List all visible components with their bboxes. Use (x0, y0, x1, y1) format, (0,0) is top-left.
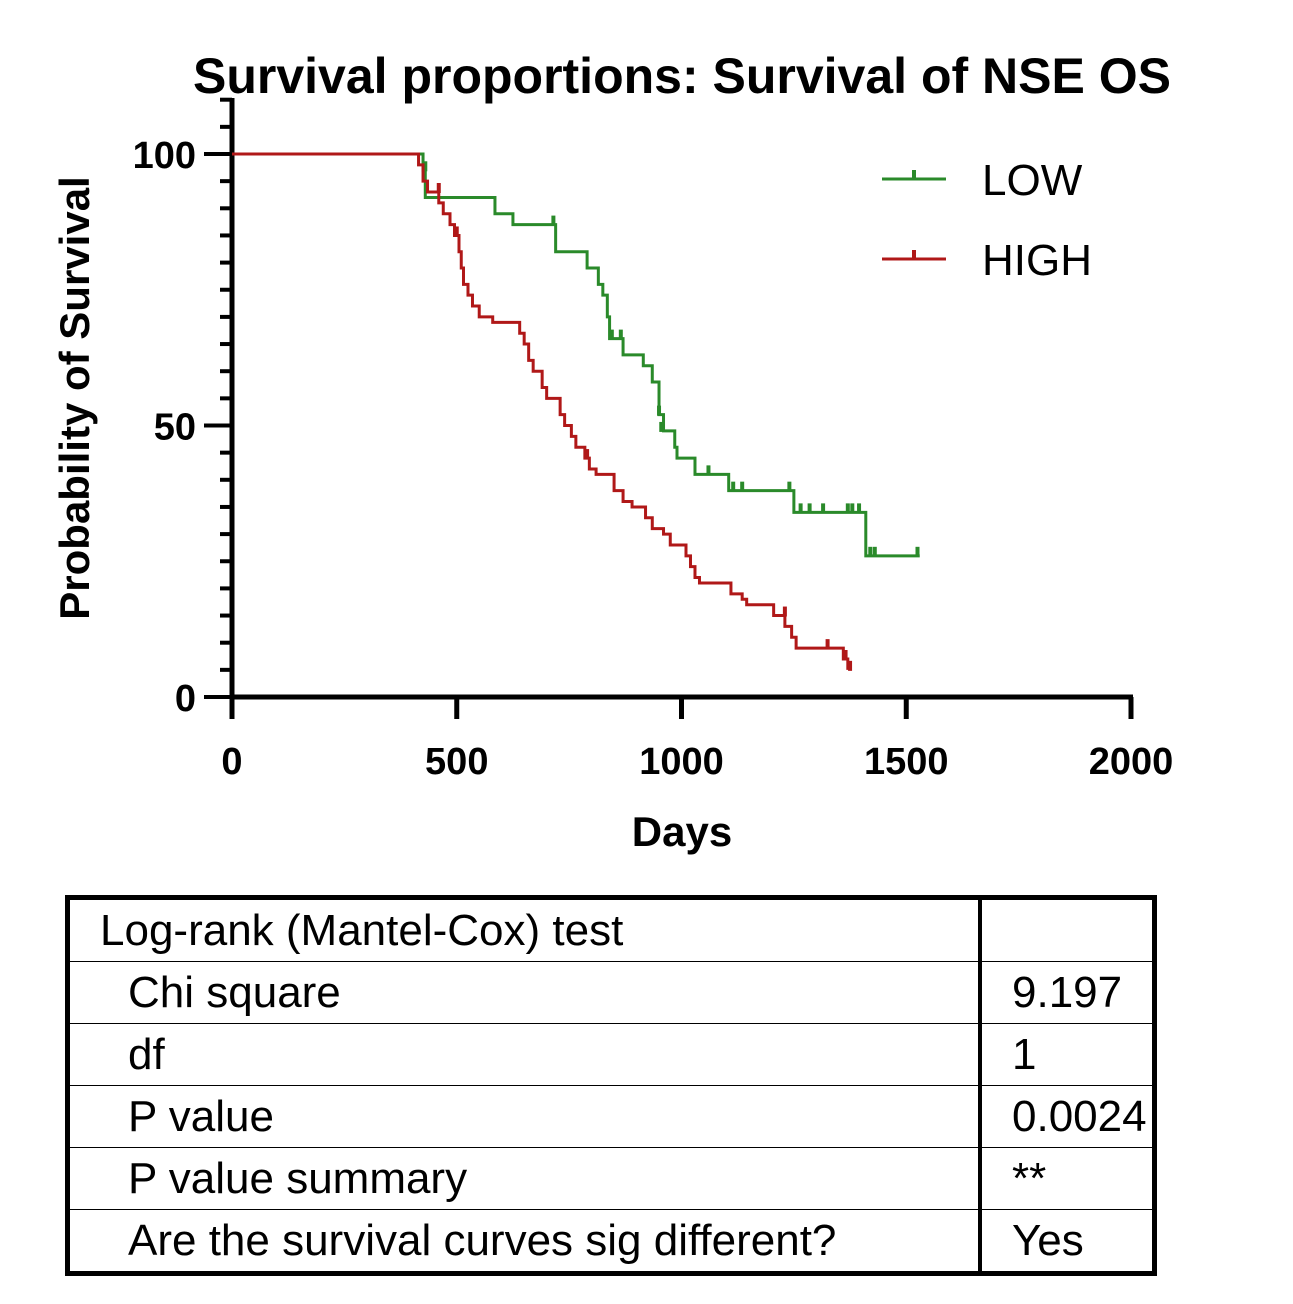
table-row-value: 9.197 (980, 961, 1155, 1024)
y-tick-label: 100 (133, 135, 196, 177)
survival-curve-low (232, 152, 920, 558)
survival-chart: Survival proportions: Survival of NSE OS… (51, 48, 1174, 855)
chart-title: Survival proportions: Survival of NSE OS (193, 48, 1171, 104)
table-header-cell: Log-rank (Mantel-Cox) test (67, 897, 982, 962)
y-tick-label: 0 (175, 678, 196, 720)
table-row-value: 1 (980, 1023, 1155, 1086)
table-row-label: P value summary (67, 1147, 982, 1210)
x-tick-label: 0 (221, 741, 242, 783)
survival-curve-high (232, 152, 850, 670)
table-header-value-cell (980, 897, 1155, 962)
x-tick-label: 500 (425, 741, 488, 783)
legend: LOW HIGH (882, 156, 1092, 285)
x-axis-label: Days (632, 808, 732, 855)
table-row: Are the survival curves sig different? Y… (67, 1209, 1155, 1274)
table-row-value: ** (980, 1147, 1155, 1210)
table-row-label: Are the survival curves sig different? (67, 1209, 982, 1274)
table-row-label: Chi square (67, 961, 982, 1024)
table-row: P value 0.0024 (67, 1085, 1155, 1148)
x-tick-label: 1000 (639, 741, 724, 783)
y-axis-label: Probability of Survival (51, 176, 98, 619)
series-layer (232, 152, 920, 671)
table-row-label: df (67, 1023, 982, 1086)
table-row: Chi square 9.197 (67, 961, 1155, 1024)
table-row-value: 0.0024 (980, 1085, 1155, 1148)
legend-label-high: HIGH (982, 236, 1092, 285)
x-tick-label: 2000 (1089, 741, 1174, 783)
table-row-value: Yes (1012, 1215, 1084, 1265)
table-row: df 1 (67, 1023, 1155, 1086)
series-low (232, 152, 920, 558)
legend-label-low: LOW (982, 156, 1083, 205)
table-row: P value summary ** (67, 1147, 1155, 1210)
x-tick-label: 1500 (864, 741, 949, 783)
log-rank-test-table: Log-rank (Mantel-Cox) test Chi square 9.… (65, 895, 1157, 1276)
y-tick-label: 50 (154, 407, 196, 449)
table-row-label: P value (67, 1085, 982, 1148)
table-header-row: Log-rank (Mantel-Cox) test (67, 897, 1155, 962)
series-high (232, 152, 853, 671)
